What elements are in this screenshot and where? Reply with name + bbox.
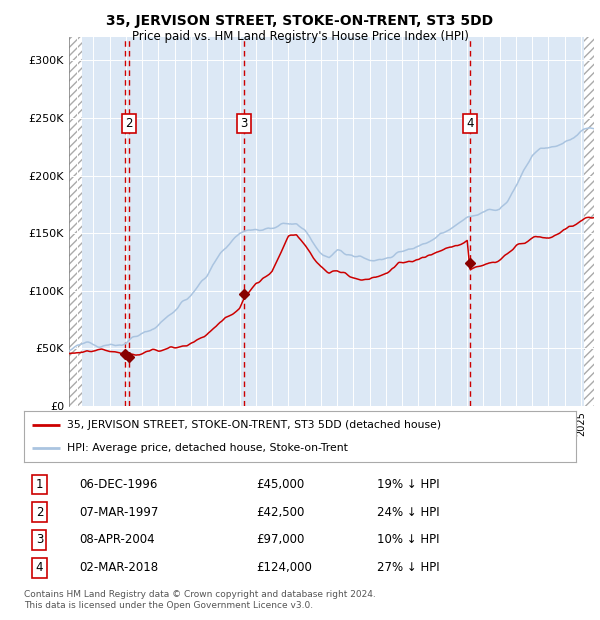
Text: 07-MAR-1997: 07-MAR-1997 <box>79 506 158 519</box>
Bar <box>584 37 594 406</box>
Bar <box>69 37 82 406</box>
Text: 06-DEC-1996: 06-DEC-1996 <box>79 478 158 491</box>
Text: 08-APR-2004: 08-APR-2004 <box>79 533 155 546</box>
Text: HPI: Average price, detached house, Stoke-on-Trent: HPI: Average price, detached house, Stok… <box>67 443 348 453</box>
Text: 3: 3 <box>36 533 43 546</box>
Text: Contains HM Land Registry data © Crown copyright and database right 2024.
This d: Contains HM Land Registry data © Crown c… <box>24 590 376 609</box>
Text: 35, JERVISON STREET, STOKE-ON-TRENT, ST3 5DD (detached house): 35, JERVISON STREET, STOKE-ON-TRENT, ST3… <box>67 420 441 430</box>
Text: 27% ↓ HPI: 27% ↓ HPI <box>377 561 440 574</box>
Text: Price paid vs. HM Land Registry's House Price Index (HPI): Price paid vs. HM Land Registry's House … <box>131 30 469 43</box>
Text: 35, JERVISON STREET, STOKE-ON-TRENT, ST3 5DD: 35, JERVISON STREET, STOKE-ON-TRENT, ST3… <box>106 14 494 28</box>
Text: 2: 2 <box>125 117 133 130</box>
Text: £124,000: £124,000 <box>256 561 312 574</box>
Text: 4: 4 <box>466 117 474 130</box>
Text: £97,000: £97,000 <box>256 533 304 546</box>
Text: 02-MAR-2018: 02-MAR-2018 <box>79 561 158 574</box>
Text: 1: 1 <box>36 478 43 491</box>
Text: 10% ↓ HPI: 10% ↓ HPI <box>377 533 440 546</box>
Text: 4: 4 <box>36 561 43 574</box>
Text: 19% ↓ HPI: 19% ↓ HPI <box>377 478 440 491</box>
Text: £42,500: £42,500 <box>256 506 304 519</box>
Text: 3: 3 <box>241 117 248 130</box>
Text: 24% ↓ HPI: 24% ↓ HPI <box>377 506 440 519</box>
Text: 2: 2 <box>36 506 43 519</box>
Text: £45,000: £45,000 <box>256 478 304 491</box>
